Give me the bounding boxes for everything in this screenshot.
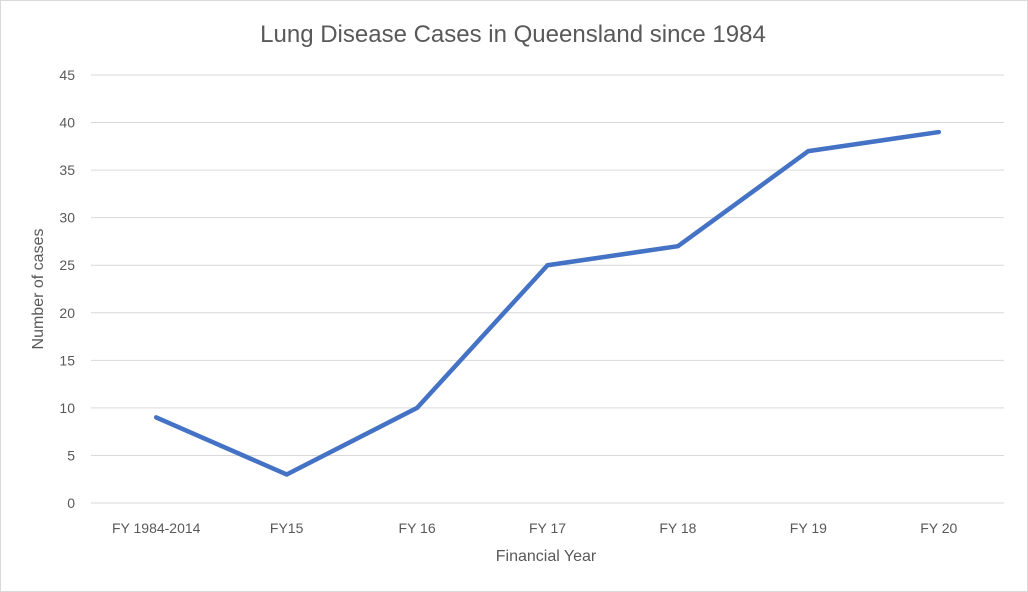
y-tick-label: 35: [59, 162, 75, 178]
x-axis-ticks: FY 1984-2014 FY15 FY 16 FY 17 FY 18 FY 19 FY 2…: [112, 520, 958, 536]
series-line: [153, 129, 942, 477]
data-point: [154, 415, 159, 420]
y-axis-title: Number of cases: [30, 229, 47, 350]
y-axis-ticks: 0 5 10 15 20 25 30 35 40 45: [59, 67, 75, 511]
x-tick-label: FY 18: [659, 520, 696, 536]
data-point: [284, 472, 289, 477]
y-tick-label: 10: [59, 400, 75, 416]
x-tick-label: FY15: [270, 520, 304, 536]
y-tick-label: 30: [59, 210, 75, 226]
x-tick-label: FY 19: [790, 520, 827, 536]
data-point: [936, 130, 941, 135]
y-tick-label: 0: [67, 495, 75, 511]
x-axis-title: Financial Year: [496, 548, 597, 565]
x-tick-label: FY 20: [920, 520, 957, 536]
series-layer: [153, 129, 942, 477]
x-tick-label: FY 17: [529, 520, 566, 536]
y-tick-label: 40: [59, 115, 75, 131]
y-tick-label: 15: [59, 352, 75, 368]
data-point: [806, 149, 811, 154]
y-tick-label: 45: [59, 67, 75, 83]
x-tick-label: FY 1984-2014: [112, 520, 201, 536]
data-point: [415, 405, 420, 410]
x-tick-label: FY 16: [399, 520, 436, 536]
data-point: [545, 263, 550, 268]
y-tick-label: 20: [59, 305, 75, 321]
chart-title: Lung Disease Cases in Queensland since 1…: [260, 21, 766, 48]
y-tick-label: 25: [59, 257, 75, 273]
gridlines: [91, 74, 1004, 504]
data-point: [675, 244, 680, 249]
y-tick-label: 5: [67, 447, 75, 463]
